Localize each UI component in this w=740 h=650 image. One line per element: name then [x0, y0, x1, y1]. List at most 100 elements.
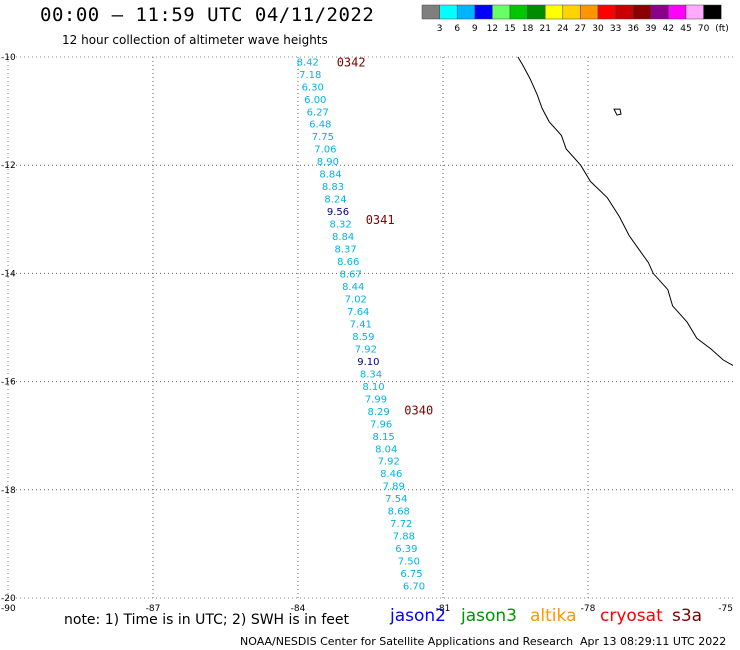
wave-height-value: 9.56 — [327, 207, 349, 218]
wave-height-value: 7.50 — [398, 557, 420, 568]
time-labels: 0342 0341 0340 — [337, 55, 434, 417]
lon-tick-label: -81 — [436, 604, 451, 614]
color-scale-label: 3 — [437, 24, 443, 34]
color-swatch — [421, 4, 440, 20]
wave-height-value: 8.67 — [340, 270, 362, 281]
lat-tick-label: -18 — [1, 486, 16, 496]
map-subtitle: 12 hour collection of altimeter wave hei… — [62, 33, 328, 47]
axis-tick-labels: -10 -12 -14 -16 -18 -20-90 -87 -84 -81 -78 -75 — [1, 53, 733, 614]
wave-height-value: 6.70 — [403, 582, 425, 593]
wave-height-value: 7.92 — [378, 457, 400, 468]
wave-height-value: 7.88 — [393, 532, 415, 543]
wave-height-value: 8.04 — [375, 444, 397, 455]
color-swatch — [527, 4, 546, 20]
lat-tick-label: -10 — [1, 53, 16, 63]
lat-tick-label: -20 — [1, 594, 16, 604]
wave-height-value: 8.29 — [367, 407, 389, 418]
wave-height-value: 8.24 — [324, 195, 346, 206]
wave-height-value: 7.72 — [390, 519, 412, 530]
wave-height-value: 7.02 — [345, 295, 367, 306]
color-scale-label: 33 — [610, 24, 621, 34]
units-note: note: 1) Time is in UTC; 2) SWH is in fe… — [64, 612, 350, 628]
pass-time-label: 0341 — [366, 213, 395, 227]
color-swatch — [580, 4, 599, 20]
wave-height-value: 8.84 — [319, 170, 341, 181]
wave-height-value: 7.64 — [347, 307, 369, 318]
color-scale-label: 18 — [522, 24, 534, 34]
wave-height-value: 8.10 — [362, 382, 384, 393]
color-scale-label: 9 — [472, 24, 478, 34]
color-swatch — [632, 4, 652, 20]
color-swatch — [668, 4, 687, 20]
pass-time-label: 0342 — [337, 55, 366, 69]
color-swatch — [474, 4, 493, 20]
wave-height-value: 7.89 — [383, 482, 405, 493]
color-swatch — [562, 4, 581, 20]
wave-height-value: 8.59 — [352, 332, 374, 343]
color-swatch — [492, 4, 511, 20]
wave-height-value: 8.34 — [360, 369, 382, 380]
lon-tick-label: -90 — [1, 604, 16, 614]
wave-height-value: 8.90 — [317, 157, 339, 168]
color-swatch — [650, 4, 669, 20]
color-swatch — [439, 4, 458, 20]
wave-height-value: 8.66 — [337, 257, 359, 268]
color-scale-label: 70 — [698, 24, 710, 34]
color-scale-label: 36 — [627, 24, 639, 34]
color-scale-label: 6 — [454, 24, 460, 34]
wave-height-value: 8.44 — [342, 282, 364, 293]
legend-jason3: jason3 — [461, 606, 517, 626]
lat-tick-label: -14 — [1, 269, 16, 279]
wave-height-value: 7.96 — [370, 419, 392, 430]
wave-height-value: 6.48 — [309, 120, 331, 131]
lon-tick-label: -75 — [718, 604, 733, 614]
wave-height-value: 7.06 — [314, 145, 336, 156]
color-swatch — [456, 4, 476, 20]
wave-height-value: 6.30 — [302, 82, 324, 93]
color-scale-label: 15 — [504, 24, 515, 34]
wave-height-value: 8.32 — [329, 220, 351, 231]
color-scale-label: 30 — [592, 24, 604, 34]
wave-height-value: 6.75 — [400, 569, 422, 580]
color-scale-label: 12 — [487, 24, 498, 34]
color-swatch — [597, 4, 616, 20]
coastline — [517, 56, 734, 366]
color-scale-label: 39 — [645, 24, 657, 34]
wave-height-value: 9.10 — [357, 357, 379, 368]
wave-height-value: 6.27 — [307, 107, 329, 118]
wave-height-value: 8.84 — [332, 232, 354, 243]
map-grid — [7, 56, 733, 599]
lon-tick-label: -87 — [146, 604, 161, 614]
color-scale-bar: 3 6 9 12 15 18 21 24 27 30 33 36 39 42 45 70 (ft) — [421, 4, 729, 34]
footer-credit: NOAA/NESDIS Center for Satellite Applica… — [240, 635, 574, 648]
pass-time-label: 0340 — [404, 404, 433, 418]
wave-height-value: 8.42 — [297, 57, 319, 68]
wave-height-value: 8.68 — [388, 507, 410, 518]
color-scale-unit: (ft) — [715, 24, 729, 34]
wave-height-value: 8.15 — [372, 432, 394, 443]
color-scale-label: 27 — [575, 24, 586, 34]
wave-height-value: 7.99 — [365, 394, 387, 405]
color-swatch — [703, 4, 722, 20]
coastline-path — [517, 56, 734, 366]
legend-altika: altika — [530, 606, 577, 626]
color-swatch — [509, 4, 528, 20]
island-outline — [613, 108, 622, 116]
wave-height-value: 6.00 — [304, 95, 326, 106]
wave-height-value: 7.92 — [355, 344, 377, 355]
color-scale-label: 24 — [557, 24, 569, 34]
legend-s3a: s3a — [672, 606, 703, 626]
footer-date: Apr 13 08:29:11 UTC 2022 — [580, 635, 727, 648]
wave-height-track: 8.42 7.186.30 6.006.27 6.487.75 7.068.90 8.84… — [297, 57, 426, 592]
lat-tick-label: -12 — [1, 161, 16, 171]
legend-cryosat: cryosat — [600, 606, 663, 626]
color-swatch — [615, 4, 634, 20]
lon-tick-label: -78 — [581, 604, 596, 614]
wave-height-value: 7.41 — [350, 319, 372, 330]
lon-tick-label: -84 — [291, 604, 306, 614]
wave-height-value: 6.39 — [395, 544, 417, 555]
legend-jason2: jason2 — [390, 606, 446, 626]
wave-height-value: 8.83 — [322, 182, 344, 193]
color-scale-label: 42 — [663, 24, 674, 34]
